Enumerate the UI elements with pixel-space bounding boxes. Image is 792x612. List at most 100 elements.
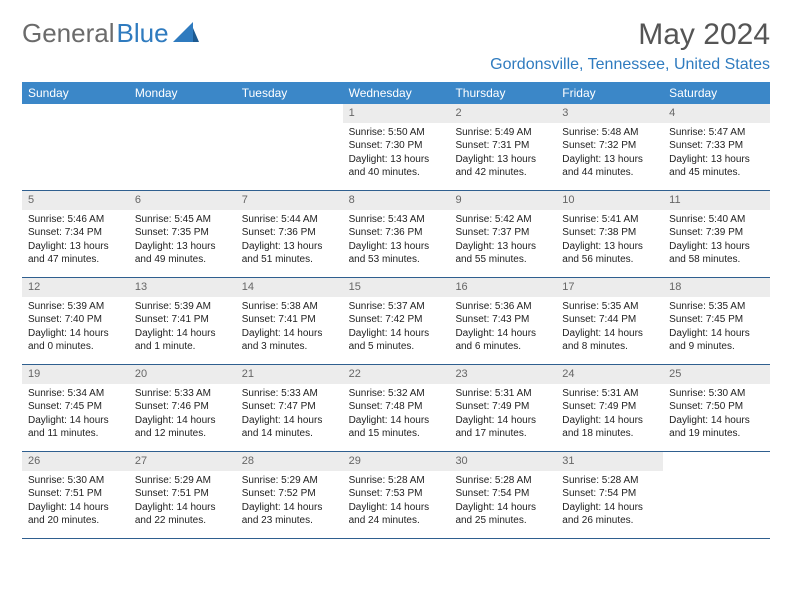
sunrise-text: Sunrise: 5:49 AM [455,126,550,140]
sunset-text: Sunset: 7:46 PM [135,400,230,414]
day-number: 16 [449,278,556,297]
day-number: 11 [663,191,770,210]
sunset-text: Sunset: 7:35 PM [135,226,230,240]
sunrise-text: Sunrise: 5:33 AM [242,387,337,401]
day-cell: 19Sunrise: 5:34 AMSunset: 7:45 PMDayligh… [22,365,129,451]
day-cell: 9Sunrise: 5:42 AMSunset: 7:37 PMDaylight… [449,191,556,277]
day-body: Sunrise: 5:43 AMSunset: 7:36 PMDaylight:… [343,210,450,273]
daylight-text: Daylight: 13 hours and 51 minutes. [242,240,337,267]
sunset-text: Sunset: 7:44 PM [562,313,657,327]
daylight-text: Daylight: 13 hours and 49 minutes. [135,240,230,267]
day-cell: 27Sunrise: 5:29 AMSunset: 7:51 PMDayligh… [129,452,236,538]
day-cell: 15Sunrise: 5:37 AMSunset: 7:42 PMDayligh… [343,278,450,364]
sunset-text: Sunset: 7:34 PM [28,226,123,240]
day-body: Sunrise: 5:48 AMSunset: 7:32 PMDaylight:… [556,123,663,186]
day-number: 24 [556,365,663,384]
day-number: 3 [556,104,663,123]
day-body: Sunrise: 5:29 AMSunset: 7:52 PMDaylight:… [236,471,343,534]
sunrise-text: Sunrise: 5:39 AM [28,300,123,314]
day-number: 28 [236,452,343,471]
day-body: Sunrise: 5:35 AMSunset: 7:45 PMDaylight:… [663,297,770,360]
day-number: 14 [236,278,343,297]
day-number: 1 [343,104,450,123]
sunrise-text: Sunrise: 5:31 AM [562,387,657,401]
sunrise-text: Sunrise: 5:28 AM [562,474,657,488]
title-block: May 2024 Gordonsville, Tennessee, United… [490,18,770,74]
day-body: Sunrise: 5:29 AMSunset: 7:51 PMDaylight:… [129,471,236,534]
sunrise-text: Sunrise: 5:41 AM [562,213,657,227]
day-cell: 23Sunrise: 5:31 AMSunset: 7:49 PMDayligh… [449,365,556,451]
day-body: Sunrise: 5:41 AMSunset: 7:38 PMDaylight:… [556,210,663,273]
sunset-text: Sunset: 7:51 PM [28,487,123,501]
day-number: 6 [129,191,236,210]
day-body: Sunrise: 5:46 AMSunset: 7:34 PMDaylight:… [22,210,129,273]
sunrise-text: Sunrise: 5:32 AM [349,387,444,401]
day-body: Sunrise: 5:34 AMSunset: 7:45 PMDaylight:… [22,384,129,447]
day-body: Sunrise: 5:32 AMSunset: 7:48 PMDaylight:… [343,384,450,447]
day-cell [236,104,343,190]
sunrise-text: Sunrise: 5:36 AM [455,300,550,314]
sunset-text: Sunset: 7:37 PM [455,226,550,240]
location-text: Gordonsville, Tennessee, United States [490,56,770,74]
daylight-text: Daylight: 14 hours and 18 minutes. [562,414,657,441]
sunset-text: Sunset: 7:36 PM [242,226,337,240]
day-cell: 25Sunrise: 5:30 AMSunset: 7:50 PMDayligh… [663,365,770,451]
week-row: 19Sunrise: 5:34 AMSunset: 7:45 PMDayligh… [22,365,770,452]
sunset-text: Sunset: 7:54 PM [562,487,657,501]
day-body: Sunrise: 5:31 AMSunset: 7:49 PMDaylight:… [556,384,663,447]
sunrise-text: Sunrise: 5:29 AM [135,474,230,488]
week-row: 12Sunrise: 5:39 AMSunset: 7:40 PMDayligh… [22,278,770,365]
sunset-text: Sunset: 7:32 PM [562,139,657,153]
day-body: Sunrise: 5:33 AMSunset: 7:47 PMDaylight:… [236,384,343,447]
page-header: GeneralBlue May 2024 Gordonsville, Tenne… [22,18,770,74]
sunset-text: Sunset: 7:54 PM [455,487,550,501]
sunset-text: Sunset: 7:31 PM [455,139,550,153]
sunrise-text: Sunrise: 5:30 AM [28,474,123,488]
sunrise-text: Sunrise: 5:28 AM [455,474,550,488]
day-body: Sunrise: 5:30 AMSunset: 7:51 PMDaylight:… [22,471,129,534]
day-body: Sunrise: 5:36 AMSunset: 7:43 PMDaylight:… [449,297,556,360]
day-number: 21 [236,365,343,384]
sunset-text: Sunset: 7:40 PM [28,313,123,327]
sunrise-text: Sunrise: 5:48 AM [562,126,657,140]
weekday-header: Monday [129,82,236,104]
sunset-text: Sunset: 7:38 PM [562,226,657,240]
daylight-text: Daylight: 14 hours and 23 minutes. [242,501,337,528]
daylight-text: Daylight: 14 hours and 25 minutes. [455,501,550,528]
day-number: 19 [22,365,129,384]
weekday-header: Friday [556,82,663,104]
day-cell: 22Sunrise: 5:32 AMSunset: 7:48 PMDayligh… [343,365,450,451]
sunset-text: Sunset: 7:47 PM [242,400,337,414]
day-cell: 3Sunrise: 5:48 AMSunset: 7:32 PMDaylight… [556,104,663,190]
sunrise-text: Sunrise: 5:31 AM [455,387,550,401]
sunrise-text: Sunrise: 5:28 AM [349,474,444,488]
daylight-text: Daylight: 13 hours and 47 minutes. [28,240,123,267]
daylight-text: Daylight: 14 hours and 0 minutes. [28,327,123,354]
daylight-text: Daylight: 13 hours and 56 minutes. [562,240,657,267]
daylight-text: Daylight: 14 hours and 14 minutes. [242,414,337,441]
day-cell: 20Sunrise: 5:33 AMSunset: 7:46 PMDayligh… [129,365,236,451]
day-body: Sunrise: 5:45 AMSunset: 7:35 PMDaylight:… [129,210,236,273]
sunset-text: Sunset: 7:45 PM [28,400,123,414]
day-body: Sunrise: 5:28 AMSunset: 7:54 PMDaylight:… [449,471,556,534]
day-cell: 26Sunrise: 5:30 AMSunset: 7:51 PMDayligh… [22,452,129,538]
day-number: 8 [343,191,450,210]
day-body: Sunrise: 5:28 AMSunset: 7:53 PMDaylight:… [343,471,450,534]
day-cell: 11Sunrise: 5:40 AMSunset: 7:39 PMDayligh… [663,191,770,277]
day-number: 5 [22,191,129,210]
logo: GeneralBlue [22,18,199,49]
sunrise-text: Sunrise: 5:29 AM [242,474,337,488]
sunset-text: Sunset: 7:45 PM [669,313,764,327]
day-body: Sunrise: 5:50 AMSunset: 7:30 PMDaylight:… [343,123,450,186]
daylight-text: Daylight: 13 hours and 53 minutes. [349,240,444,267]
day-cell: 30Sunrise: 5:28 AMSunset: 7:54 PMDayligh… [449,452,556,538]
day-cell: 21Sunrise: 5:33 AMSunset: 7:47 PMDayligh… [236,365,343,451]
day-number: 30 [449,452,556,471]
day-body: Sunrise: 5:28 AMSunset: 7:54 PMDaylight:… [556,471,663,534]
day-number: 17 [556,278,663,297]
day-cell: 12Sunrise: 5:39 AMSunset: 7:40 PMDayligh… [22,278,129,364]
sunset-text: Sunset: 7:41 PM [135,313,230,327]
daylight-text: Daylight: 13 hours and 45 minutes. [669,153,764,180]
sunrise-text: Sunrise: 5:50 AM [349,126,444,140]
day-cell: 14Sunrise: 5:38 AMSunset: 7:41 PMDayligh… [236,278,343,364]
